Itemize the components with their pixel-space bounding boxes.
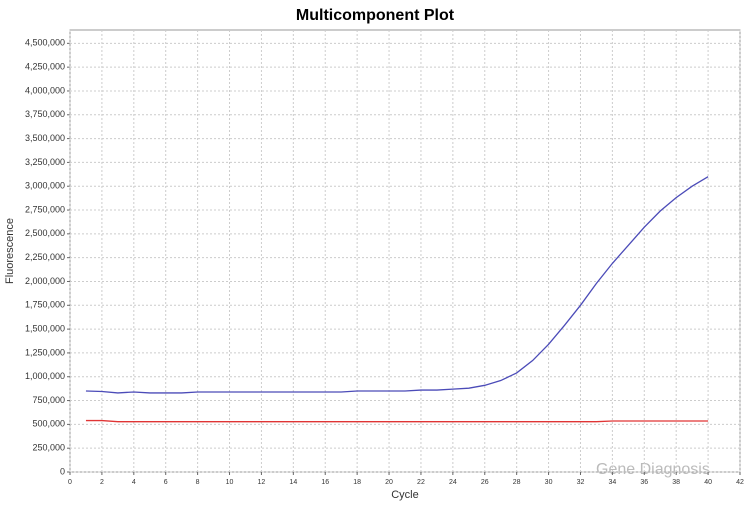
x-tick-label: 28 [513,479,521,486]
x-tick-label: 16 [321,479,329,486]
y-tick-label: 250,000 [32,443,65,453]
x-tick-label: 34 [608,479,616,486]
y-tick-label: 4,250,000 [25,62,65,72]
y-tick-label: 3,250,000 [25,157,65,167]
x-tick-label: 40 [704,479,712,486]
x-tick-label: 12 [258,479,266,486]
y-tick-label: 3,500,000 [25,133,65,143]
plot-area [69,29,741,473]
x-tick-label: 38 [672,479,680,486]
y-tick-label: 2,500,000 [25,228,65,238]
chart-title: Multicomponent Plot [296,7,455,24]
x-tick-label: 18 [353,479,361,486]
y-tick-label: 750,000 [32,395,65,405]
y-axis-label: Fluorescence [4,218,16,284]
x-axis-label: Cycle [391,489,419,501]
y-tick-label: 1,250,000 [25,347,65,357]
series-line [85,176,709,394]
x-tick-label: 26 [481,479,489,486]
x-tick-label: 30 [545,479,553,486]
y-tick-label: 1,500,000 [25,323,65,333]
y-tick-label: 1,000,000 [25,371,65,381]
y-tick-label: 2,000,000 [25,276,65,286]
x-tick-label: 32 [577,479,585,486]
x-tick-label: 24 [449,479,457,486]
x-tick-label: 4 [132,479,136,486]
y-tick-label: 3,750,000 [25,109,65,119]
x-tick-label: 10 [226,479,234,486]
y-tick-label: 2,250,000 [25,252,65,262]
x-tick-label: 8 [196,479,200,486]
x-tick-label: 20 [385,479,393,486]
y-tick-label: 4,500,000 [25,38,65,48]
x-tick-label: 2 [100,479,104,486]
series-line [85,419,709,423]
x-tick-label: 36 [640,479,648,486]
y-tick-label: 2,750,000 [25,204,65,214]
y-tick-label: 500,000 [32,419,65,429]
x-tick-label: 42 [736,479,744,486]
y-tick-label: 4,000,000 [25,85,65,95]
x-tick-label: 0 [68,479,72,486]
y-tick-label: 1,750,000 [25,300,65,310]
y-tick-label: 3,000,000 [25,181,65,191]
watermark: Gene Diagnosis [596,461,710,478]
x-tick-label: 22 [417,479,425,486]
x-tick-label: 14 [289,479,297,486]
x-tick-label: 6 [164,479,168,486]
y-tick-label: 0 [60,466,65,476]
